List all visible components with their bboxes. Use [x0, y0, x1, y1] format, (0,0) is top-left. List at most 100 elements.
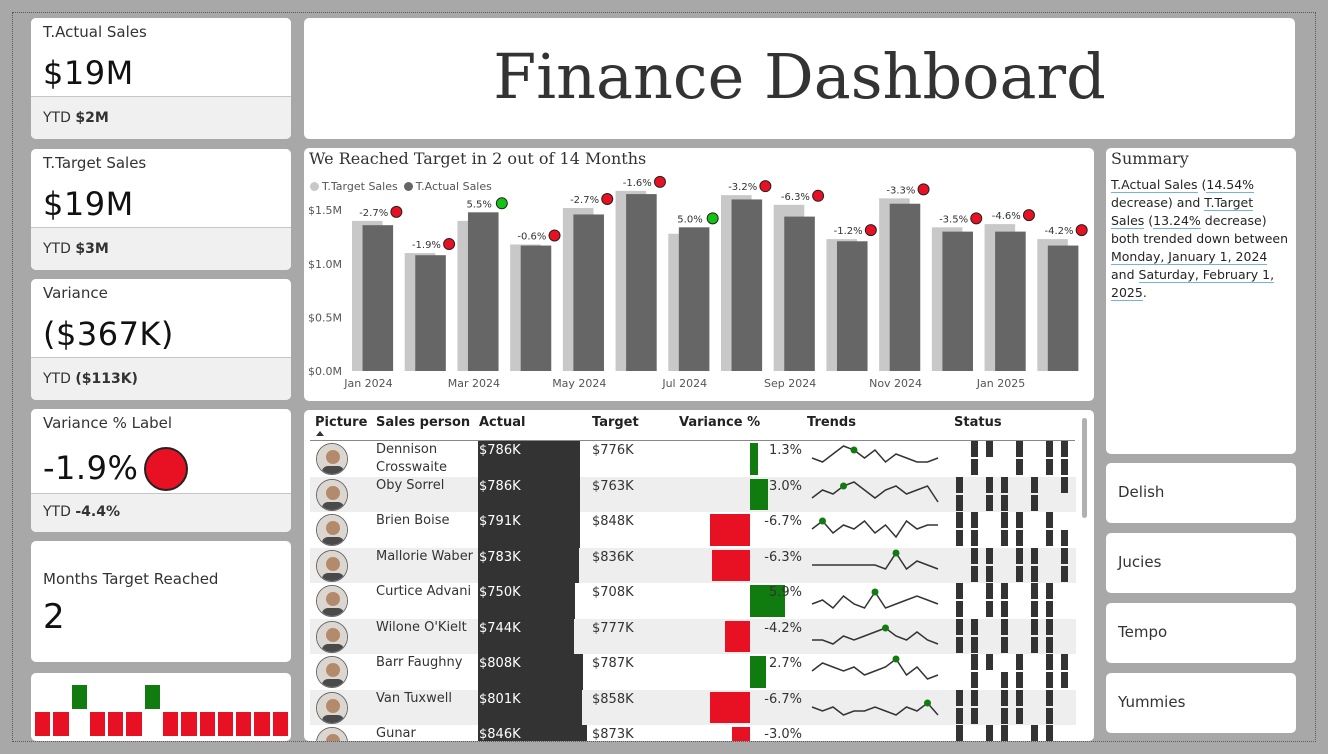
trend-line — [811, 657, 939, 680]
summary-title: Summary — [1111, 149, 1189, 168]
page-title: Finance Dashboard — [493, 40, 1106, 113]
legend-item-actual[interactable]: T.Actual Sales — [403, 180, 492, 193]
status-block — [971, 689, 978, 706]
month-miss-block — [254, 712, 270, 736]
table-row[interactable]: Gunar $846K $873K -3.0% — [310, 725, 1076, 741]
x-tick-label: Jul 2024 — [661, 377, 707, 390]
summary-start-date: Monday, January 1, 2024 — [1111, 249, 1268, 265]
status-block — [1016, 459, 1023, 475]
status-red-dot-icon — [653, 175, 666, 188]
month-miss-block — [217, 712, 234, 736]
y-tick-label: $1.0M — [308, 258, 342, 271]
kpi-ytd: YTD -4.4% — [43, 504, 120, 520]
table-row[interactable]: Barr Faughny $808K $787K 2.7% — [310, 654, 1076, 690]
table-row[interactable]: Dennison Crosswaite $786K $776K 1.3% — [310, 441, 1076, 477]
slicer-tempo[interactable]: Tempo — [1106, 603, 1296, 663]
target-value: $873K — [592, 727, 634, 741]
chart-card: We Reached Target in 2 out of 14 Months … — [304, 148, 1094, 401]
table-row[interactable]: Wilone O'Kielt $744K $777K -4.2% — [310, 618, 1076, 655]
status-block — [986, 476, 993, 493]
y-tick-label: $1.5M — [308, 204, 342, 217]
status-block — [956, 476, 963, 493]
target-value: $776K — [592, 443, 634, 458]
slicer-yummies[interactable]: Yummies — [1106, 673, 1296, 733]
col-header-target[interactable]: Target — [592, 415, 639, 430]
summary-word: decrease — [1111, 195, 1168, 210]
target-value: $763K — [592, 478, 634, 494]
col-header-status[interactable]: Status — [954, 415, 1002, 430]
months-reached-label: Months Target Reached — [43, 570, 219, 588]
summary-end-date: Saturday, February 1, 2025 — [1111, 267, 1275, 301]
kpi-ytd: YTD $2M — [43, 110, 109, 126]
variance-data-label: -3.5% — [939, 214, 968, 225]
table-row[interactable]: Van Tuxwell $801K $858K -6.7% — [310, 689, 1076, 725]
kpi-value: $19M — [43, 54, 134, 92]
status-block — [1016, 530, 1023, 546]
status-block — [1001, 601, 1008, 617]
status-block — [971, 530, 978, 546]
variance-data-label: -4.6% — [992, 211, 1021, 222]
col-header-trends[interactable]: Trends — [807, 415, 856, 430]
kpi-card-variance: Variance ($367K) YTD ($113K) — [31, 279, 291, 400]
slicer-jucies[interactable]: Jucies — [1106, 533, 1296, 593]
status-pattern — [956, 618, 1076, 655]
actual-bar — [573, 214, 604, 371]
status-block — [986, 547, 993, 564]
actual-value: $846K — [479, 727, 521, 741]
status-block — [1016, 441, 1023, 457]
target-value: $787K — [592, 656, 634, 671]
month-miss-block — [199, 712, 215, 736]
table-scrollbar[interactable] — [1082, 418, 1087, 518]
ytd-value: $2M — [75, 110, 109, 126]
month-miss-block — [272, 712, 288, 736]
col-header-actual[interactable]: Actual — [479, 415, 526, 430]
legend-item-target[interactable]: T.Target Sales — [310, 180, 398, 193]
trend-peak-marker — [924, 699, 931, 706]
sales-person-name: Van Tuxwell — [376, 690, 452, 706]
kpi-ytd: YTD ($113K) — [43, 371, 138, 387]
month-hit-block — [71, 685, 87, 709]
col-header-picture[interactable]: Picture — [315, 415, 368, 430]
legend-dot-icon — [403, 182, 413, 191]
status-block — [1046, 459, 1053, 475]
trend-line — [811, 480, 939, 502]
actual-bar — [731, 199, 763, 371]
variance-negative-bar — [724, 620, 750, 652]
variance-data-label: -0.6% — [517, 231, 546, 242]
status-red-dot-icon — [759, 180, 772, 193]
x-tick-label: Jan 2024 — [343, 377, 392, 390]
status-block — [1016, 672, 1023, 688]
col-header-variance[interactable]: Variance % — [679, 415, 761, 430]
table-row[interactable]: Brien Boise $791K $848K -6.7% — [310, 512, 1076, 548]
actual-bar — [784, 216, 815, 371]
table-row[interactable]: Mallorie Waber $783K $836K -6.3% — [310, 547, 1076, 583]
variance-data-label: -1.6% — [623, 178, 652, 189]
status-block — [971, 654, 978, 670]
table-row[interactable]: Curtice Advani $750K $708K 5.9% — [310, 583, 1076, 619]
trend-sparkline — [811, 699, 939, 716]
table-row[interactable]: Oby Sorrel $786K $763K 3.0% — [310, 476, 1076, 512]
kpi-value: -1.9% — [43, 449, 139, 487]
ytd-prefix: YTD — [43, 371, 71, 387]
slicer-label: Tempo — [1118, 623, 1168, 641]
month-miss-block — [35, 712, 51, 736]
actual-value: $744K — [479, 620, 521, 636]
avatar — [316, 443, 348, 475]
sales-table-card: Picture Sales person Actual Target Varia… — [304, 410, 1094, 741]
status-block — [1061, 547, 1068, 564]
x-tick-label: Jan 2025 — [976, 377, 1025, 390]
variance-negative-bar — [732, 727, 750, 741]
variance-value: -3.0% — [764, 727, 802, 741]
months-reached-value: 2 — [43, 597, 65, 637]
title-card: Finance Dashboard — [304, 18, 1295, 139]
col-header-sales-person[interactable]: Sales person — [376, 415, 471, 430]
trend-line — [811, 519, 938, 539]
summary-text: T.Actual Sales (14.54% decrease) and T.T… — [1111, 177, 1289, 301]
slicer-delish[interactable]: Delish — [1106, 463, 1296, 523]
status-red-dot-icon — [864, 224, 877, 237]
status-block — [1046, 618, 1053, 635]
sales-person-name: Dennison Crosswaite — [376, 442, 447, 475]
status-block — [1061, 565, 1068, 582]
trend-sparkline — [811, 480, 939, 502]
month-miss-block — [163, 712, 179, 736]
